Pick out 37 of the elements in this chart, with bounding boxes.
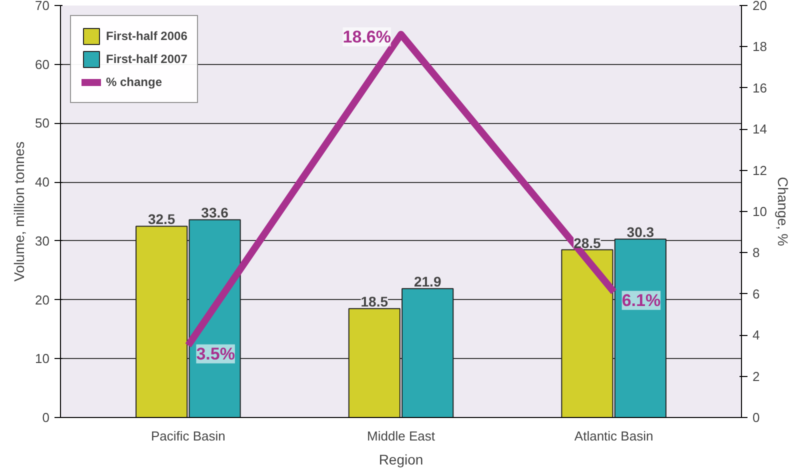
y2-tick-label: 4 (752, 328, 760, 343)
legend-label: % change (106, 75, 162, 89)
data-label: 28.5 (574, 234, 602, 251)
data-label: 18.5 (360, 294, 388, 310)
y2-tick-label: 6 (752, 286, 760, 302)
data-label: 18.6% (342, 27, 391, 46)
data-label: 30.3 (626, 224, 654, 240)
y-tick-label: 0 (42, 410, 50, 425)
y-tick-label: 50 (35, 116, 50, 131)
y-tick-label: 60 (35, 56, 50, 72)
x-tick-label: Middle East (367, 428, 436, 444)
data-label: 33.6 (201, 204, 229, 221)
y-tick-label: 20 (35, 292, 50, 308)
y-tick-label: 40 (35, 174, 50, 190)
data-label: 32.5 (148, 211, 176, 228)
y2-tick-label: 18 (752, 39, 767, 54)
y2-tick-label: 2 (752, 368, 760, 384)
data-label: 6.1% (622, 290, 661, 310)
x-tick-label: Atlantic Basin (574, 428, 654, 444)
y2-tick-label: 16 (752, 80, 767, 96)
x-axis-title: Region (378, 452, 424, 468)
y2-axis-title: Change, % (774, 176, 791, 246)
x-tick-label: Pacific Basin (150, 428, 226, 444)
legend-label: First-half 2007 (106, 52, 188, 66)
y-tick-label: 30 (35, 233, 50, 248)
legend-label: First-half 2006 (106, 29, 188, 43)
y-tick-label: 10 (35, 351, 50, 366)
y-tick-label: 70 (35, 0, 50, 13)
data-label: 3.5% (196, 344, 235, 364)
y2-tick-label: 14 (752, 122, 767, 137)
y-axis-title: Volume, million tonnes (11, 141, 28, 282)
y2-tick-label: 8 (752, 245, 760, 260)
data-label: 21.9 (414, 274, 442, 290)
y2-tick-label: 20 (752, 0, 767, 13)
y2-tick-label: 0 (752, 410, 760, 425)
y2-tick-label: 10 (752, 204, 767, 219)
y2-tick-label: 12 (752, 162, 767, 178)
